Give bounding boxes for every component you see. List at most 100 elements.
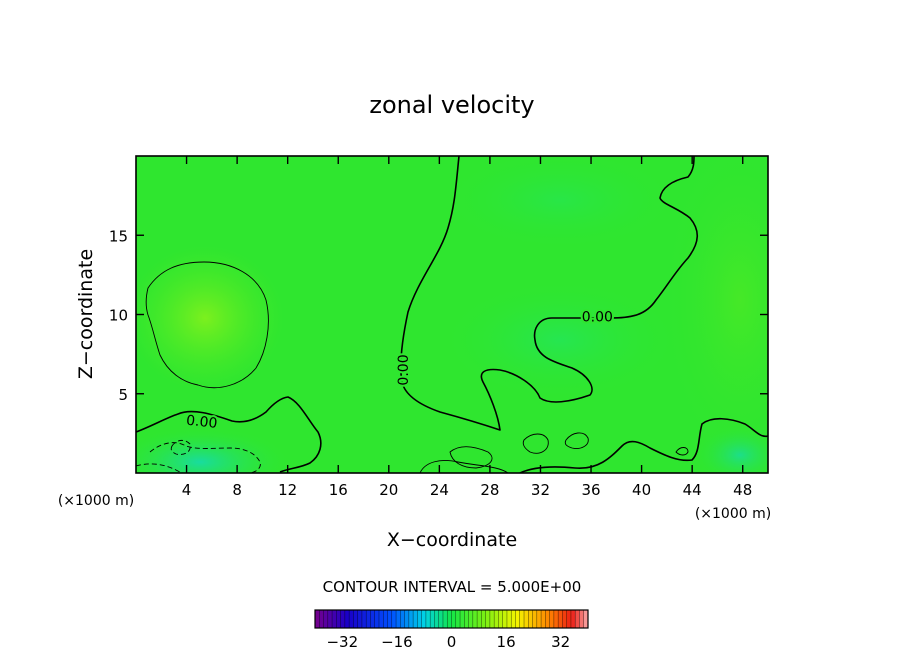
contour-label: 0.00 bbox=[582, 310, 613, 326]
field-region-east bbox=[660, 156, 768, 470]
x-tick-label: 12 bbox=[278, 481, 297, 499]
colorbar-swatch bbox=[485, 610, 491, 628]
plot-area: 0.00 0.00 0.00 bbox=[136, 156, 768, 473]
contour-positive-small4 bbox=[675, 447, 689, 456]
colorbar-swatch bbox=[511, 610, 516, 628]
colorbar-swatch bbox=[460, 610, 465, 628]
colorbar-swatch bbox=[425, 610, 431, 628]
colorbar-swatch bbox=[366, 610, 371, 628]
colorbar-swatch bbox=[447, 610, 452, 628]
colorbar-swatch bbox=[430, 610, 435, 628]
colorbar-swatch bbox=[408, 610, 414, 628]
contour-positive-bottom bbox=[419, 460, 509, 473]
x-unit-left: (×1000 m) bbox=[58, 493, 134, 509]
colorbar-swatch bbox=[481, 610, 487, 628]
colorbar-swatch bbox=[336, 610, 341, 628]
colorbar-swatch bbox=[370, 610, 376, 628]
colorbar-swatch bbox=[323, 610, 329, 628]
colorbar-swatch bbox=[549, 610, 555, 628]
colorbar-swatch bbox=[451, 610, 457, 628]
field-max-region bbox=[136, 246, 283, 390]
colorbar-swatch bbox=[553, 610, 559, 628]
colorbar-swatch bbox=[396, 610, 401, 628]
x-unit-right: (×1000 m) bbox=[695, 506, 771, 522]
field-min-region-east bbox=[695, 425, 768, 473]
x-tick-label: 8 bbox=[232, 481, 242, 499]
colorbar-swatch bbox=[374, 610, 380, 628]
colorbar-swatch bbox=[515, 610, 521, 628]
field-region-top bbox=[440, 156, 680, 250]
colorbar-swatch bbox=[528, 610, 533, 628]
colorbar-swatch bbox=[477, 610, 482, 628]
field-region-south bbox=[440, 280, 680, 400]
colorbar-frame bbox=[314, 609, 589, 629]
x-tick-label: 28 bbox=[480, 481, 499, 499]
colorbar-swatch bbox=[332, 610, 337, 628]
contour-negative-left bbox=[149, 442, 261, 473]
colorbar-swatch bbox=[442, 610, 448, 628]
colorbar-swatch bbox=[506, 610, 512, 628]
colorbar-swatch bbox=[519, 610, 525, 628]
contour-positive-max bbox=[145, 261, 269, 389]
contour-label: 0.00 bbox=[396, 354, 412, 385]
colorbar-tick-label: −32 bbox=[326, 633, 358, 651]
colorbar-swatch bbox=[357, 610, 363, 628]
colorbar-swatch bbox=[361, 610, 367, 628]
colorbar-swatch bbox=[344, 610, 350, 628]
colorbar-swatch bbox=[404, 610, 410, 628]
colorbar-swatch bbox=[545, 610, 551, 628]
x-tick-label: 36 bbox=[581, 481, 600, 499]
contour-positive-small3 bbox=[564, 432, 589, 449]
colorbar-swatch bbox=[400, 610, 405, 628]
x-axis-label: X−coordinate bbox=[387, 529, 517, 551]
x-tick-label: 44 bbox=[683, 481, 702, 499]
colorbar-tick-label: 32 bbox=[551, 633, 570, 651]
x-tick-label: 48 bbox=[733, 481, 752, 499]
colorbar-swatch bbox=[319, 610, 324, 628]
colorbar-swatch bbox=[327, 610, 333, 628]
colorbar-swatch bbox=[541, 610, 546, 628]
contour-positive-small2 bbox=[522, 433, 549, 454]
contour-negative-bottom-left bbox=[136, 463, 185, 473]
colorbar-swatch bbox=[421, 610, 427, 628]
x-tick-label: 16 bbox=[329, 481, 348, 499]
contour-label: 0.00 bbox=[185, 413, 218, 432]
colorbar-swatch bbox=[468, 610, 474, 628]
colorbar-swatch bbox=[566, 610, 572, 628]
contour-negative-inner bbox=[170, 439, 191, 455]
field-min-region bbox=[136, 427, 290, 473]
colorbar-swatch bbox=[498, 610, 504, 628]
colorbar-swatch bbox=[417, 610, 423, 628]
colorbar-swatch bbox=[413, 610, 418, 628]
colorbar-swatch bbox=[562, 610, 568, 628]
colorbar-swatch bbox=[383, 610, 388, 628]
y-tick-label: 15 bbox=[109, 227, 128, 245]
colorbar-tick-label: 16 bbox=[497, 633, 516, 651]
x-tick-label: 40 bbox=[632, 481, 651, 499]
chart-title: zonal velocity bbox=[369, 91, 534, 119]
colorbar-tick-label: 0 bbox=[447, 633, 457, 651]
x-axis: 4 8 12 16 20 24 28 32 36 40 44 48 bbox=[182, 156, 752, 499]
contour-zero-lower-right bbox=[519, 417, 768, 473]
contours bbox=[136, 156, 768, 473]
colorbar-swatch bbox=[391, 610, 397, 628]
colorbar-swatch bbox=[387, 610, 393, 628]
colorbar-swatch bbox=[558, 610, 563, 628]
x-tick-label: 32 bbox=[531, 481, 550, 499]
contour-zero-lower-left bbox=[136, 396, 322, 473]
contour-labels: 0.00 0.00 0.00 bbox=[183, 308, 615, 434]
y-tick-label: 5 bbox=[118, 386, 128, 404]
contour-zero-main bbox=[400, 156, 699, 431]
colorbar-swatch bbox=[340, 610, 346, 628]
y-axis: 5 10 15 bbox=[109, 227, 768, 404]
colorbar-swatch bbox=[315, 610, 320, 628]
colorbar-swatch bbox=[575, 610, 580, 628]
colorbar-swatch bbox=[472, 610, 478, 628]
colorbar-swatch bbox=[502, 610, 508, 628]
colorbar-swatch bbox=[570, 610, 576, 628]
colorbar-tick-label: −16 bbox=[381, 633, 413, 651]
colorbar-swatch bbox=[536, 610, 542, 628]
colorbar-swatch bbox=[349, 610, 354, 628]
x-tick-label: 4 bbox=[182, 481, 192, 499]
y-axis-label: Z−coordinate bbox=[75, 249, 97, 379]
